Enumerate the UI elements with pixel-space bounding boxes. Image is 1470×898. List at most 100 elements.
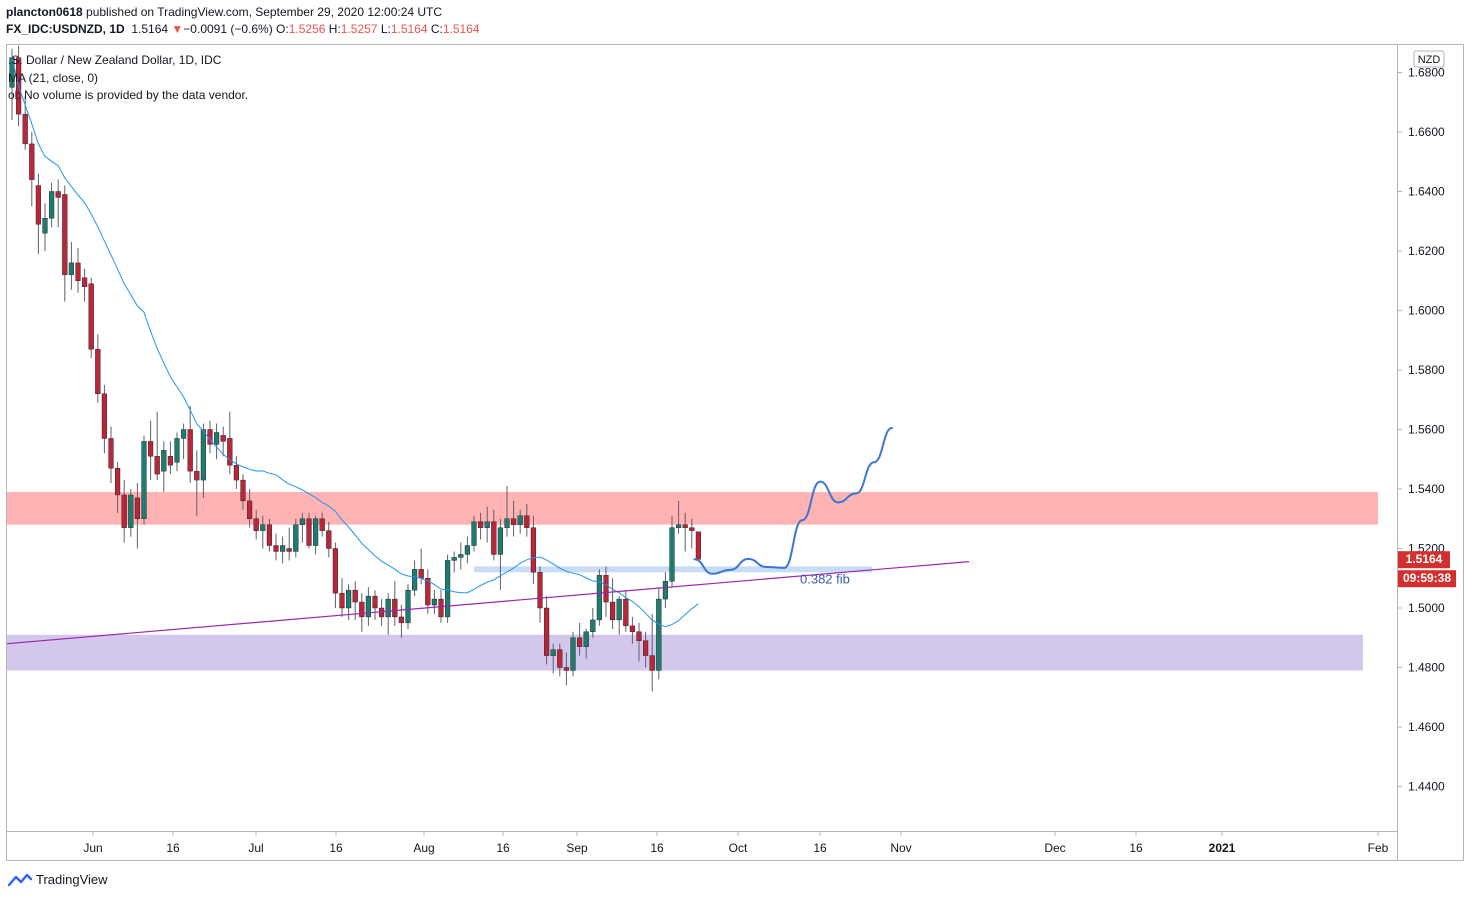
legend-title[interactable]: .S. Dollar / New Zealand Dollar, 1D, IDC bbox=[8, 53, 222, 67]
candle-body[interactable] bbox=[81, 277, 88, 287]
candle-body[interactable] bbox=[154, 456, 160, 475]
legend-ma[interactable]: MA (21, close, 0) bbox=[8, 71, 99, 85]
candle-body[interactable] bbox=[180, 429, 187, 439]
candle-body[interactable] bbox=[95, 348, 101, 394]
candle-body[interactable] bbox=[141, 441, 147, 519]
candle-body[interactable] bbox=[676, 524, 682, 528]
candle-body[interactable] bbox=[319, 518, 325, 531]
candle-body[interactable] bbox=[445, 560, 451, 618]
candle-body[interactable] bbox=[425, 578, 431, 606]
candle-body[interactable] bbox=[537, 572, 543, 609]
candle-body[interactable] bbox=[313, 518, 319, 546]
candle-body[interactable] bbox=[385, 598, 391, 618]
candle-body[interactable] bbox=[524, 515, 530, 528]
candle-body[interactable] bbox=[114, 467, 121, 496]
candle-body[interactable] bbox=[266, 524, 273, 546]
candle-body[interactable] bbox=[213, 432, 220, 445]
candle-body[interactable] bbox=[590, 619, 596, 633]
candle-body[interactable] bbox=[365, 595, 372, 618]
candle-body[interactable] bbox=[339, 592, 345, 609]
candle-body[interactable] bbox=[233, 465, 240, 481]
candle-body[interactable] bbox=[260, 524, 266, 531]
candle-body[interactable] bbox=[128, 494, 134, 528]
candle-body[interactable] bbox=[530, 527, 537, 573]
candle-body[interactable] bbox=[75, 262, 81, 281]
candle-body[interactable] bbox=[220, 435, 226, 442]
candle-body[interactable] bbox=[669, 527, 675, 582]
candle-body[interactable] bbox=[280, 545, 286, 552]
candle-body[interactable] bbox=[570, 637, 576, 671]
candle-body[interactable] bbox=[431, 598, 438, 606]
candle-body[interactable] bbox=[134, 497, 141, 519]
candle-body[interactable] bbox=[557, 649, 563, 668]
candle-body[interactable] bbox=[398, 616, 405, 624]
candle-body[interactable] bbox=[662, 581, 669, 600]
candle-body[interactable] bbox=[497, 527, 504, 555]
candle-body[interactable] bbox=[167, 456, 174, 466]
candle-body[interactable] bbox=[689, 527, 695, 531]
candle-body[interactable] bbox=[42, 218, 48, 234]
candle-body[interactable] bbox=[194, 470, 200, 481]
trendline[interactable] bbox=[6, 560, 970, 645]
candle-body[interactable] bbox=[22, 113, 28, 145]
candle-body[interactable] bbox=[596, 575, 603, 621]
candle-body[interactable] bbox=[629, 625, 636, 632]
candle-body[interactable] bbox=[359, 601, 365, 618]
candle-body[interactable] bbox=[306, 518, 312, 546]
projection-path[interactable] bbox=[693, 427, 893, 575]
candle-body[interactable] bbox=[293, 524, 299, 552]
footer-brand[interactable]: TradingView bbox=[8, 872, 108, 887]
candle-body[interactable] bbox=[108, 438, 114, 469]
candle-body[interactable] bbox=[623, 598, 629, 627]
candle-body[interactable] bbox=[187, 429, 193, 472]
candle-body[interactable] bbox=[29, 143, 35, 180]
candle-body[interactable] bbox=[62, 194, 68, 276]
candle-body[interactable] bbox=[121, 494, 127, 528]
candle-body[interactable] bbox=[484, 521, 490, 528]
candle-body[interactable] bbox=[227, 438, 233, 466]
candle-body[interactable] bbox=[68, 262, 75, 275]
candle-body[interactable] bbox=[451, 557, 457, 561]
candle-body[interactable] bbox=[682, 524, 688, 528]
candle-body[interactable] bbox=[240, 479, 246, 502]
candle-body[interactable] bbox=[326, 530, 332, 549]
candle-body[interactable] bbox=[246, 500, 253, 519]
resistance-zone[interactable] bbox=[7, 491, 1378, 525]
candle-body[interactable] bbox=[101, 393, 108, 439]
candle-body[interactable] bbox=[273, 545, 279, 552]
candle-body[interactable] bbox=[161, 450, 167, 472]
candle-body[interactable] bbox=[299, 518, 306, 525]
candle-body[interactable] bbox=[418, 569, 424, 579]
candle-body[interactable] bbox=[405, 589, 411, 624]
candle-body[interactable] bbox=[656, 598, 662, 671]
candle-body[interactable] bbox=[392, 598, 398, 618]
candle-body[interactable] bbox=[286, 548, 292, 552]
candle-body[interactable] bbox=[504, 518, 510, 528]
candle-body[interactable] bbox=[35, 185, 42, 225]
candle-body[interactable] bbox=[471, 521, 477, 546]
candle-body[interactable] bbox=[610, 601, 616, 621]
candle-body[interactable] bbox=[577, 637, 583, 647]
candle-body[interactable] bbox=[49, 191, 55, 219]
candle-body[interactable] bbox=[147, 441, 154, 457]
candle-body[interactable] bbox=[412, 569, 418, 591]
candle-body[interactable] bbox=[88, 283, 94, 350]
candle-body[interactable] bbox=[491, 521, 497, 555]
candle-body[interactable] bbox=[346, 589, 352, 609]
candle-body[interactable] bbox=[563, 667, 570, 671]
candle-body[interactable] bbox=[550, 649, 556, 656]
candle-body[interactable] bbox=[458, 554, 464, 558]
candle-body[interactable] bbox=[603, 575, 609, 603]
author-name[interactable]: plancton0618 bbox=[6, 5, 83, 19]
support-zone[interactable] bbox=[7, 634, 1363, 671]
candle-body[interactable] bbox=[464, 545, 471, 555]
candle-body[interactable] bbox=[438, 598, 444, 618]
candle-body[interactable] bbox=[511, 518, 517, 525]
candle-body[interactable] bbox=[583, 631, 589, 647]
candle-body[interactable] bbox=[517, 515, 523, 525]
candle-body[interactable] bbox=[643, 640, 649, 656]
candle-body[interactable] bbox=[478, 521, 484, 528]
candle-body[interactable] bbox=[253, 518, 259, 531]
candle-body[interactable] bbox=[649, 655, 655, 671]
